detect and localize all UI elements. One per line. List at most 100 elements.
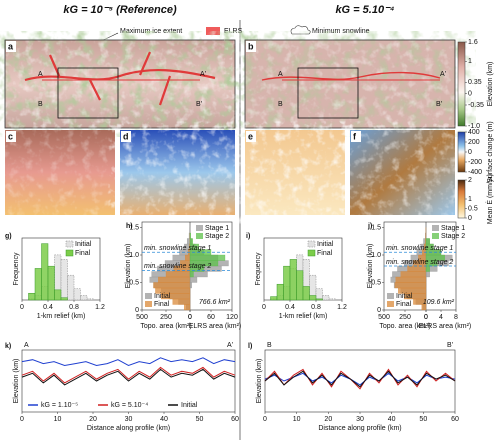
bar (302, 286, 310, 301)
y-tick-label: 1.5 (129, 224, 139, 231)
y-tick-label: 0 (135, 307, 139, 314)
legend-label: kG = 1.10⁻⁵ (41, 402, 78, 409)
point-label: B (38, 101, 43, 108)
bar (34, 268, 42, 301)
x-tick-label: 60 (451, 416, 459, 423)
bar (425, 271, 430, 278)
bar (172, 298, 191, 305)
legend-swatch (387, 293, 394, 299)
colorbar-tick-label: 0.35 (468, 79, 482, 86)
profile-line (21, 366, 236, 384)
y-tick-label: 0.5 (371, 279, 381, 286)
snowline-label: min. snowline stage 1 (144, 245, 211, 252)
y-tick-label: 0 (377, 307, 381, 314)
legend-swatch (387, 301, 394, 307)
x-tick-label: 20 (89, 416, 97, 423)
y-tick-label: 1.0 (371, 252, 381, 259)
y-axis-label: Frequency (255, 252, 262, 286)
point-label: B' (196, 101, 202, 108)
x-tick-label: 120 (226, 314, 238, 321)
x-tick-label: 40 (388, 416, 396, 423)
panel-label: b (248, 41, 254, 51)
x-axis-label: Distance along profile (km) (318, 425, 401, 432)
bar (189, 243, 199, 250)
x-axis-label: Topo. area (km²) (379, 323, 430, 330)
colorbar-tick-label: 200 (468, 139, 480, 146)
legend-label: Final (75, 250, 91, 257)
panel-label: e (248, 131, 253, 141)
bar (54, 289, 62, 301)
profile-end: A' (227, 342, 233, 349)
colorbar-tick-label: 1 (468, 196, 472, 203)
colorbar-tick-label: 2 (468, 177, 472, 184)
colorbar-tick-label: -1.0 (468, 123, 480, 130)
panel-labels: a b c d e f (6, 41, 361, 142)
legend-label: kG = 5.10⁻⁴ (111, 402, 148, 409)
x-tick-label: 1.2 (337, 304, 347, 311)
y-axis-label: Elevation (km) (13, 359, 20, 404)
legend-label: Stage 2 (205, 233, 229, 240)
y-tick-label: 0.5 (129, 279, 139, 286)
x-tick-label: 0 (20, 416, 24, 423)
legend-swatch (145, 301, 152, 307)
cloud-icon (290, 25, 311, 35)
x-tick-label: 4 (439, 314, 443, 321)
legend-swatch (65, 240, 74, 248)
map-d (120, 130, 235, 215)
legend-swatch (196, 233, 203, 239)
bar (189, 282, 192, 289)
colorbar-tick-label: 400 (468, 129, 480, 136)
colorbar (457, 131, 466, 173)
colorbar-tick-label: 0 (468, 149, 472, 156)
legend-label: Initial (181, 402, 198, 409)
bar (60, 297, 68, 301)
legend-swatch (307, 249, 316, 257)
bar (394, 282, 427, 289)
colorbar (457, 179, 466, 219)
legend-label: Initial (75, 241, 92, 248)
x2-axis-label: ELRS area (km²) (189, 323, 242, 330)
bar (296, 270, 304, 301)
bar (322, 295, 330, 301)
x-tick-label: 0.4 (285, 304, 295, 311)
colorbar-tick-label: 0.5 (468, 205, 478, 212)
map-e (245, 130, 345, 215)
x-tick-label: 0 (188, 314, 192, 321)
colorbar-tick-label: -200 (468, 159, 482, 166)
panel-label: d (123, 131, 129, 141)
legend-label: Final (396, 301, 412, 308)
bar (309, 295, 317, 301)
map-b (244, 39, 456, 129)
bar (425, 238, 430, 245)
bar (47, 265, 55, 301)
profile-line (21, 357, 236, 367)
x-tick-label: 500 (136, 314, 148, 321)
area-label: 109.6 km² (423, 299, 455, 306)
x-tick-label: 10 (293, 416, 301, 423)
profile-end: A (24, 342, 29, 349)
snowline-label: min. snowline stage 1 (386, 245, 453, 252)
bar (185, 254, 191, 261)
map-c (5, 130, 115, 215)
legend-swatch (145, 293, 152, 299)
x-tick-label: 0 (424, 314, 428, 321)
x-tick-label: 0 (424, 314, 428, 321)
bar (276, 283, 284, 301)
legend-label: Stage 1 (205, 225, 229, 232)
x-tick-label: 0.4 (43, 304, 53, 311)
bar (289, 259, 297, 301)
y-axis-label: Elevation (km) (367, 244, 374, 289)
x-axis-label: 1-km relief (km) (279, 313, 328, 320)
point-label: A' (200, 71, 206, 78)
y-axis-label: Elevation (km) (256, 359, 263, 404)
plot-frame (264, 349, 456, 413)
x-axis-label: Topo. area (km²) (140, 323, 191, 330)
point-label: B (278, 101, 283, 108)
bar (73, 288, 81, 301)
bar (395, 276, 427, 283)
bar (425, 265, 430, 272)
legend-label: Initial (396, 293, 413, 300)
y-tick-label: 1.0 (129, 252, 139, 259)
x-tick-label: 20 (324, 416, 332, 423)
legend-swatch (206, 27, 220, 35)
